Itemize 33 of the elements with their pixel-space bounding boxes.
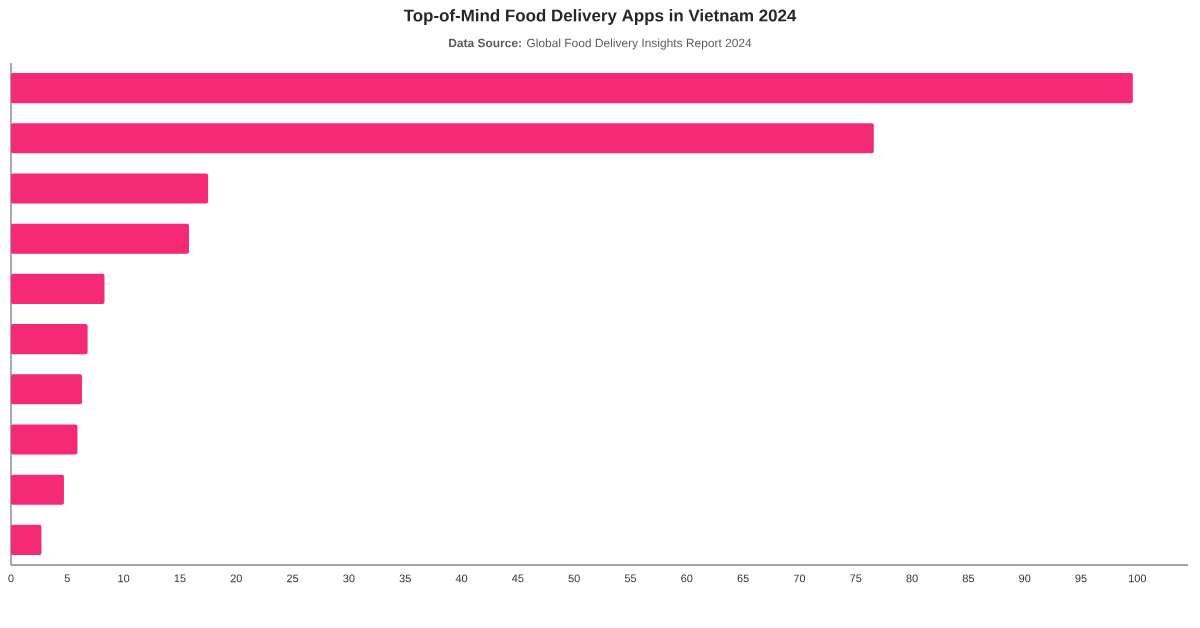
x-tick-label: 95 — [1075, 574, 1087, 583]
x-tick-label: 0 — [8, 574, 14, 583]
x-tick-label: 25 — [287, 574, 299, 583]
chart-title: Top-of-Mind Food Delivery Apps in Vietnam 2024 — [403, 9, 797, 25]
x-tick-label: 55 — [624, 574, 637, 583]
bar — [11, 273, 105, 304]
x-tick-label: 85 — [962, 574, 974, 583]
x-tick-label: 75 — [850, 574, 862, 583]
x-tick-label: 15 — [174, 574, 186, 583]
x-tick-label: 60 — [681, 574, 693, 583]
bar — [11, 173, 209, 204]
x-tick-label: 50 — [568, 574, 580, 583]
x-tick-label: 5 — [64, 574, 70, 583]
x-tick-label: 65 — [737, 574, 749, 583]
bar — [11, 524, 42, 555]
bar — [11, 73, 1133, 104]
x-tick-label: 10 — [118, 574, 130, 583]
x-tick-label: 40 — [455, 574, 468, 583]
bar — [11, 324, 88, 355]
bar — [11, 123, 874, 154]
x-tick-label: 90 — [1019, 574, 1031, 583]
bar — [11, 223, 189, 254]
bar — [11, 424, 78, 455]
chart-subtitle: Data Source: Global Food Delivery Insights Report 2024 — [449, 38, 752, 50]
x-tick-label: 70 — [793, 574, 806, 583]
bar — [11, 474, 64, 505]
x-tick-label: 30 — [343, 574, 355, 583]
x-tick-label: 80 — [906, 574, 918, 583]
bar — [11, 374, 82, 405]
x-tick-label: 35 — [399, 574, 411, 583]
x-tick-label: 100 — [1129, 574, 1147, 583]
x-tick-label: 20 — [230, 574, 242, 583]
x-tick-label: 45 — [512, 574, 524, 583]
